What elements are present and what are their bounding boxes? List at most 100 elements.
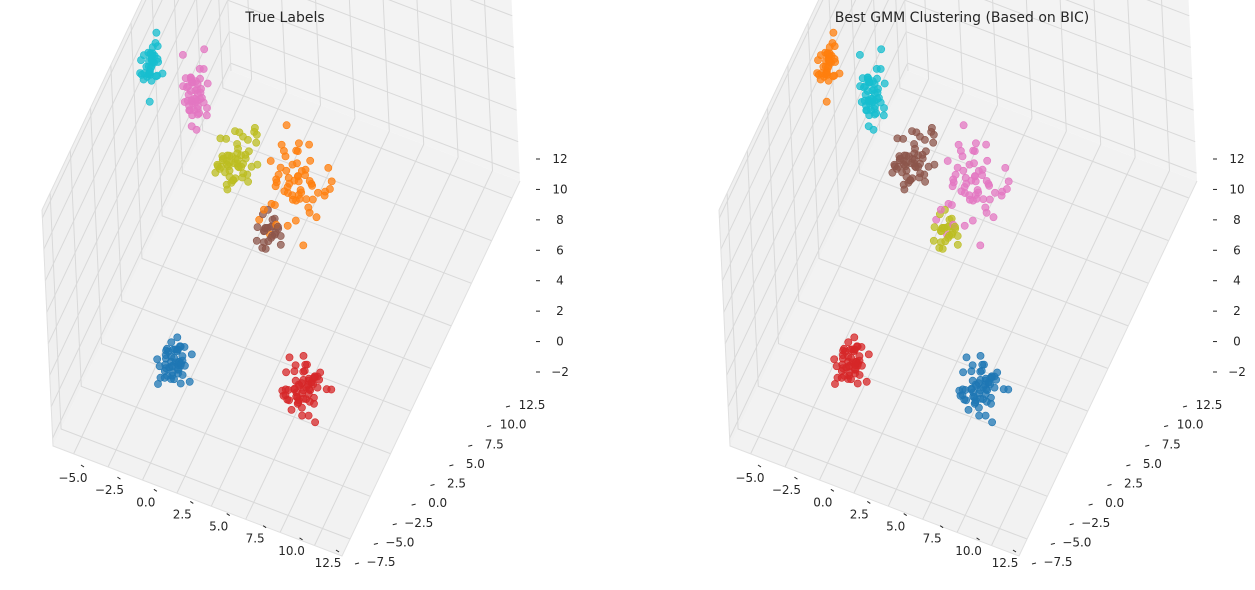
y-tick-label: −5.0 <box>1062 535 1091 549</box>
x-tick-mark <box>262 525 267 529</box>
x-tick-label: −2.5 <box>95 483 124 497</box>
box-edge <box>904 0 909 72</box>
data-point <box>304 411 313 420</box>
data-point <box>307 378 316 387</box>
data-point <box>272 175 281 184</box>
data-point <box>176 379 185 388</box>
data-point <box>244 177 252 186</box>
data-point <box>252 130 261 139</box>
data-point <box>857 361 866 370</box>
data-point <box>263 223 272 232</box>
grid-line-z <box>718 0 824 219</box>
y-tick-mark <box>487 425 492 428</box>
data-point <box>291 216 300 225</box>
data-point <box>174 369 182 378</box>
data-point <box>865 111 874 120</box>
data-point <box>238 173 247 182</box>
x-tick-label: 2.5 <box>850 507 869 521</box>
data-point <box>850 333 859 342</box>
data-point <box>253 223 262 231</box>
x-tick-mark <box>299 537 303 541</box>
y-tick-mark <box>449 464 454 467</box>
chart-title: True Labels <box>244 10 324 26</box>
grid-line-x <box>784 0 964 468</box>
data-point <box>975 411 983 420</box>
data-point <box>302 195 311 203</box>
data-point <box>830 355 839 364</box>
data-point <box>842 363 851 372</box>
y-tick-label: −7.5 <box>366 555 395 569</box>
data-point <box>145 69 154 78</box>
data-point <box>971 172 979 180</box>
data-point <box>233 140 241 148</box>
chart-title: Best GMM Clustering (Based on BIC) <box>835 10 1089 26</box>
data-point <box>920 135 929 144</box>
grid-line-y <box>767 107 1068 455</box>
data-point <box>856 82 864 91</box>
y-tick-mark <box>354 562 360 565</box>
data-point <box>324 163 333 172</box>
data-point <box>938 244 947 253</box>
data-point <box>247 162 256 171</box>
x-tick-label: 7.5 <box>923 532 942 546</box>
grid-line-x <box>279 0 459 533</box>
data-point <box>144 62 153 71</box>
y-tick-mark <box>1069 523 1074 526</box>
data-point <box>853 379 862 388</box>
data-point <box>293 159 301 168</box>
data-point <box>219 154 227 163</box>
x-tick-mark <box>80 464 85 468</box>
data-point <box>958 152 967 161</box>
data-point <box>968 361 977 370</box>
data-point <box>930 223 939 231</box>
x-tick-mark <box>830 488 835 492</box>
data-point <box>987 399 995 408</box>
data-point <box>273 222 282 231</box>
data-point <box>173 333 182 342</box>
data-point <box>851 369 859 378</box>
data-point <box>185 377 194 386</box>
data-point <box>989 213 998 222</box>
data-point <box>223 160 231 169</box>
data-point <box>893 134 902 143</box>
data-point <box>136 69 144 77</box>
data-point <box>225 151 234 160</box>
z-tick-label: 12 <box>1229 152 1244 166</box>
data-point <box>185 101 193 110</box>
y-tick-label: 10.0 <box>1177 418 1204 432</box>
data-point <box>187 73 195 82</box>
data-point <box>912 128 921 137</box>
data-point <box>813 69 821 77</box>
data-point <box>203 79 212 88</box>
data-point <box>953 232 962 240</box>
data-point <box>292 146 301 155</box>
data-point <box>902 151 911 160</box>
data-point <box>259 205 268 214</box>
data-point <box>959 368 967 377</box>
data-point <box>291 361 300 370</box>
data-point <box>179 82 187 91</box>
data-point <box>988 418 996 427</box>
data-point <box>997 191 1006 200</box>
y-tick-label: 12.5 <box>519 398 546 412</box>
grid-line-y <box>196 0 492 242</box>
grid-line-y <box>218 0 513 199</box>
grid-line-y <box>873 0 1169 242</box>
data-point <box>950 222 959 231</box>
data-point <box>285 353 294 362</box>
data-point <box>250 124 259 132</box>
data-point <box>213 160 222 169</box>
data-point <box>877 45 886 54</box>
back-pane <box>904 0 1197 181</box>
data-point <box>327 177 336 186</box>
data-point <box>314 188 322 197</box>
data-point <box>170 375 178 384</box>
x-tick-label: −2.5 <box>772 483 801 497</box>
data-point <box>292 196 300 205</box>
data-point <box>910 155 919 164</box>
data-point <box>276 232 285 240</box>
data-point <box>270 201 279 209</box>
data-point <box>255 215 264 224</box>
data-point <box>976 367 985 376</box>
data-point <box>266 157 275 165</box>
